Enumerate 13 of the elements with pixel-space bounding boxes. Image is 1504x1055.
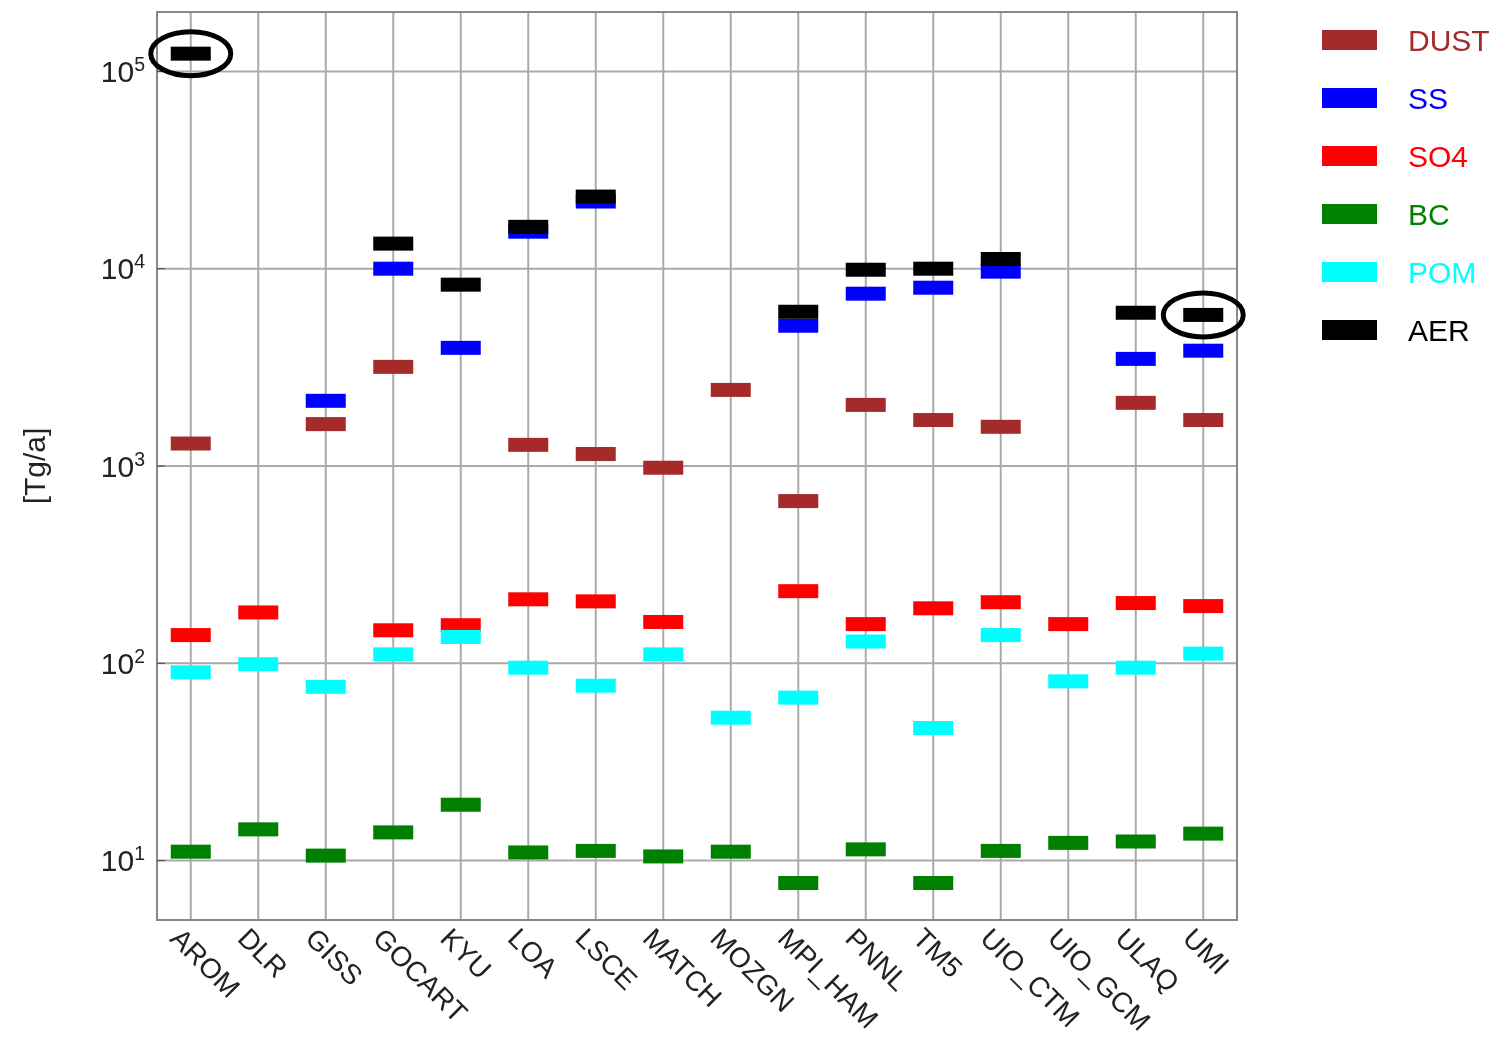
y-axis-title: [Tg/a]: [18, 427, 51, 505]
legend-label: BC: [1408, 197, 1450, 231]
y-tick-label: 10$^{5}$: [100, 52, 146, 88]
y-tick-label: 10$^{3}$: [100, 447, 145, 483]
y-tick-label: 10$^{4}$: [100, 250, 146, 286]
legend-label: DUST: [1408, 23, 1490, 57]
x-tick-label: UMI: [1177, 922, 1236, 981]
legend-label: SO4: [1408, 139, 1469, 173]
y-tick-label: 10$^{2}$: [100, 644, 145, 680]
y-tick-label: 10$^{1}$: [100, 842, 145, 878]
legend-label: SS: [1408, 81, 1449, 115]
legend-label: POM: [1408, 255, 1477, 289]
legend-label: AER: [1408, 313, 1470, 347]
